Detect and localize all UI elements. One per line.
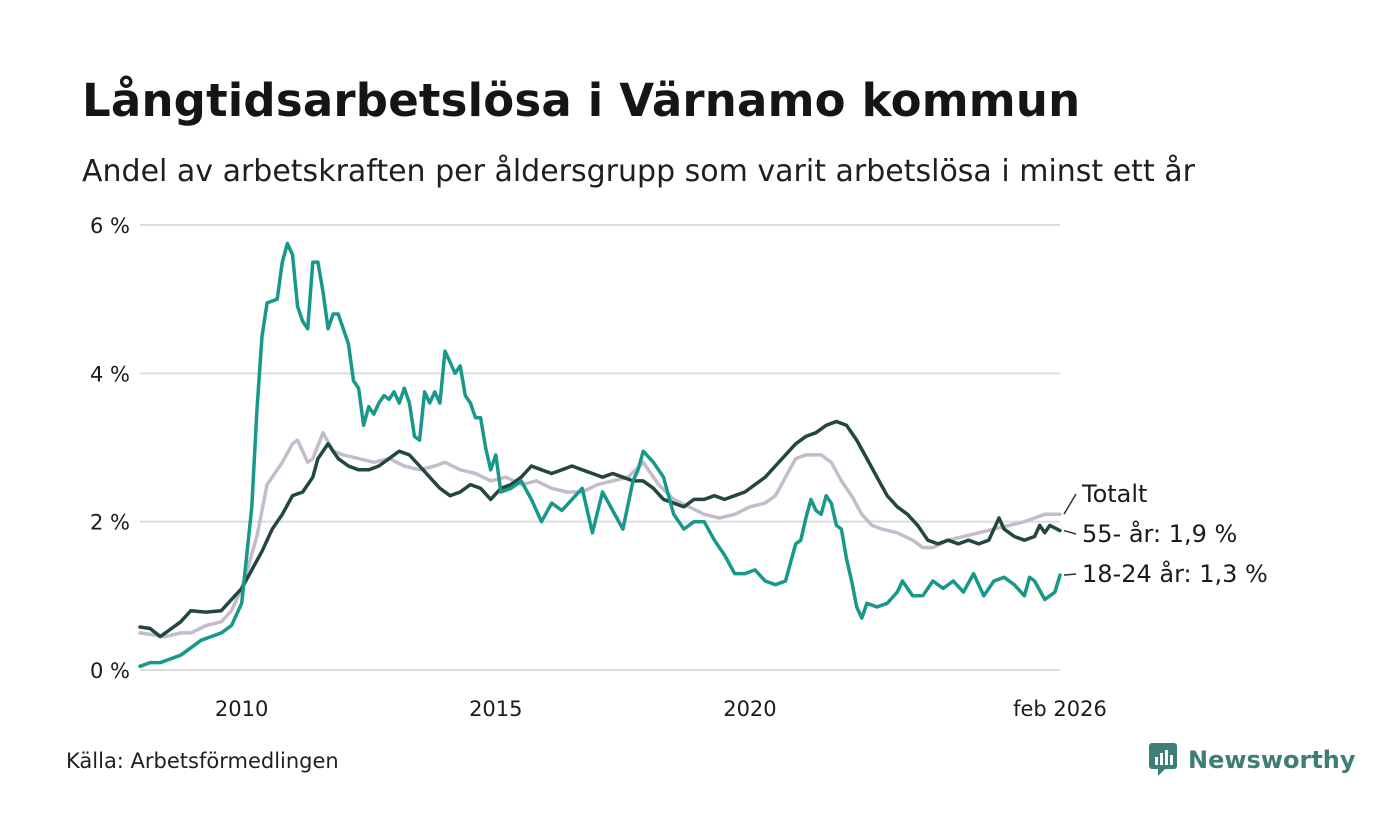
series-line-age1824 xyxy=(138,241,1062,669)
x-tick-label: 2010 xyxy=(215,697,268,721)
series-labels: Totalt 55- år: 1,9 % 18-24 år: 1,3 % xyxy=(1063,480,1268,588)
x-tick-label: feb 2026 xyxy=(1013,697,1107,721)
y-tick-label: 2 % xyxy=(90,511,130,535)
y-tick-label: 4 % xyxy=(90,362,130,386)
series-line-age55 xyxy=(138,419,1062,639)
series-end-label-age1824: 18-24 år: 1,3 % xyxy=(1082,559,1268,588)
x-tick-label: 2015 xyxy=(469,697,522,721)
label-connector-age55 xyxy=(1063,529,1077,535)
brand-logo: Newsworthy xyxy=(1148,742,1356,778)
chart-title: Långtidsarbetslösa i Värnamo kommun xyxy=(82,74,1081,127)
gridlines xyxy=(140,224,1060,671)
series-end-label-total: Totalt xyxy=(1081,480,1147,508)
series-lines xyxy=(138,241,1062,669)
x-tick-label: 2020 xyxy=(723,697,776,721)
series-end-label-age55: 55- år: 1,9 % xyxy=(1082,519,1237,548)
y-tick-label: 0 % xyxy=(90,659,130,683)
label-connector-age1824 xyxy=(1063,573,1077,576)
brand-name: Newsworthy xyxy=(1188,746,1356,774)
x-axis-ticks: 2010 2015 2020 feb 2026 xyxy=(215,697,1107,721)
series-line-total xyxy=(138,430,1062,639)
newsworthy-logo-icon xyxy=(1149,743,1177,776)
chart-subtitle: Andel av arbetskraften per åldersgrupp s… xyxy=(82,154,1195,189)
y-axis-ticks: 0 % 2 % 4 % 6 % xyxy=(90,214,130,683)
y-tick-label: 6 % xyxy=(90,214,130,238)
label-connector-total xyxy=(1063,493,1077,515)
source-note: Källa: Arbetsförmedlingen xyxy=(66,749,339,773)
